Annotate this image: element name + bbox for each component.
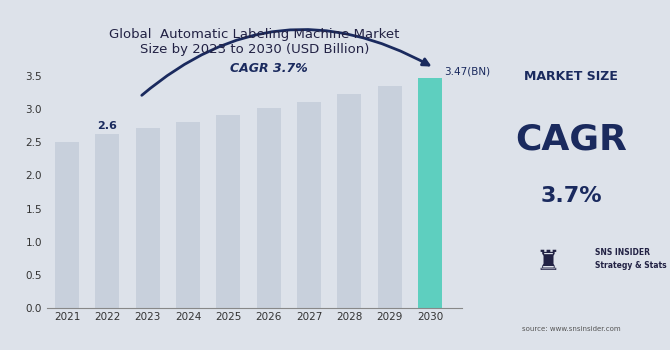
Text: ♜: ♜ bbox=[535, 248, 560, 276]
Bar bbox=[55, 141, 79, 308]
Text: 2.6: 2.6 bbox=[97, 121, 117, 131]
Text: 3.47(BN): 3.47(BN) bbox=[444, 66, 490, 77]
Bar bbox=[176, 122, 200, 308]
Text: 3.7%: 3.7% bbox=[541, 186, 602, 206]
Bar bbox=[297, 102, 321, 308]
Bar bbox=[135, 128, 160, 308]
Text: CAGR: CAGR bbox=[515, 123, 627, 157]
Text: CAGR 3.7%: CAGR 3.7% bbox=[230, 62, 308, 75]
Bar bbox=[257, 108, 281, 308]
Bar bbox=[216, 115, 241, 308]
Text: SNS INSIDER
Strategy & Stats: SNS INSIDER Strategy & Stats bbox=[595, 248, 667, 270]
Bar bbox=[337, 94, 362, 308]
Bar bbox=[418, 78, 442, 308]
Bar bbox=[95, 134, 119, 308]
Text: MARKET SIZE: MARKET SIZE bbox=[524, 70, 618, 84]
Bar bbox=[378, 86, 402, 308]
Text: Global  Automatic Labeling Machine Market
Size by 2023 to 2030 (USD Billion): Global Automatic Labeling Machine Market… bbox=[109, 28, 400, 56]
Text: source: www.snsinsider.com: source: www.snsinsider.com bbox=[522, 326, 620, 332]
